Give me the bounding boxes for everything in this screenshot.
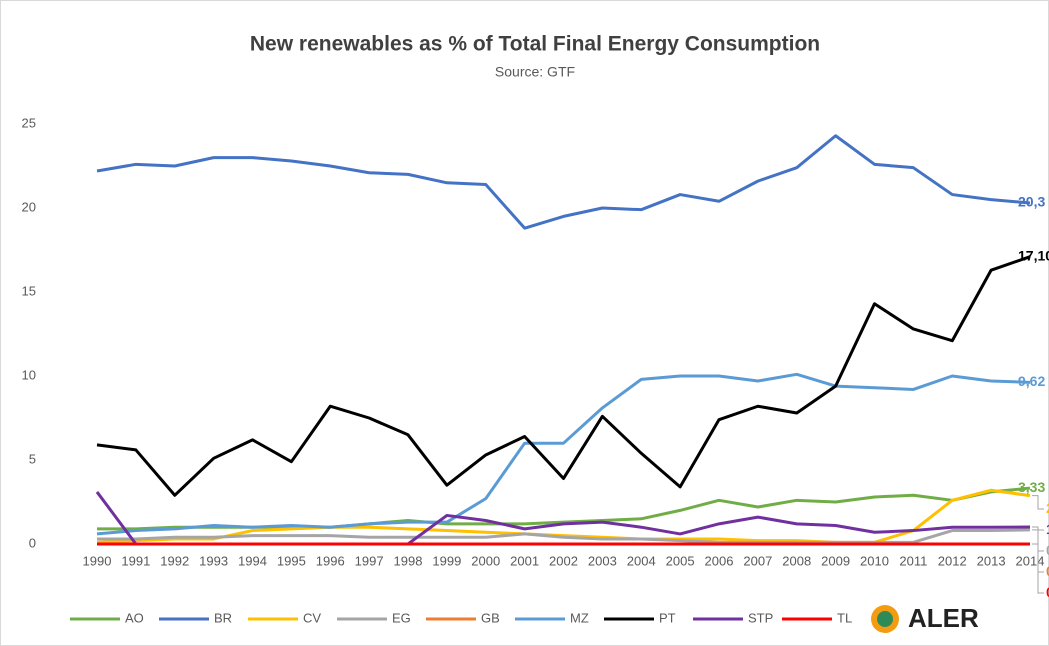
legend-label: STP bbox=[748, 610, 773, 625]
x-tick-label: 2004 bbox=[627, 553, 656, 568]
legend-label: PT bbox=[659, 610, 676, 625]
x-tick-label: 1992 bbox=[160, 553, 189, 568]
data-label: 0 bbox=[1046, 563, 1049, 579]
x-tick-label: 1990 bbox=[83, 553, 112, 568]
x-tick-label: 2001 bbox=[510, 553, 539, 568]
x-tick-label: 1995 bbox=[277, 553, 306, 568]
x-tick-label: 2012 bbox=[938, 553, 967, 568]
data-label: 0 bbox=[1046, 584, 1049, 600]
x-tick-label: 1994 bbox=[238, 553, 267, 568]
legend-label: BR bbox=[214, 610, 232, 625]
logo-icon-inner bbox=[877, 611, 893, 627]
legend-label: MZ bbox=[570, 610, 589, 625]
legend-label: TL bbox=[837, 610, 852, 625]
x-tick-label: 2014 bbox=[1016, 553, 1045, 568]
logo-text: ALER bbox=[908, 603, 979, 633]
series-line bbox=[96, 372, 1031, 536]
x-tick-label: 2011 bbox=[899, 553, 927, 568]
x-tick-label: 1999 bbox=[432, 553, 461, 568]
label-leader bbox=[1032, 495, 1044, 510]
chart-title: New renewables as % of Total Final Energ… bbox=[250, 33, 820, 56]
label-leader bbox=[1032, 529, 1044, 552]
x-tick-label: 2003 bbox=[588, 553, 617, 568]
series-line bbox=[96, 255, 1031, 497]
label-leader bbox=[1032, 543, 1044, 594]
chart-subtitle: Source: GTF bbox=[495, 64, 575, 80]
data-label: 0,84 bbox=[1046, 542, 1049, 558]
data-label: 1,01 bbox=[1046, 521, 1049, 537]
x-tick-label: 2013 bbox=[977, 553, 1006, 568]
x-tick-label: 2002 bbox=[549, 553, 578, 568]
x-tick-label: 2000 bbox=[471, 553, 500, 568]
data-label: 20,3 bbox=[1018, 194, 1045, 210]
x-tick-label: 2010 bbox=[860, 553, 889, 568]
x-tick-label: 2009 bbox=[821, 553, 850, 568]
legend-label: AO bbox=[125, 610, 144, 625]
data-label: 17,10 bbox=[1018, 247, 1049, 263]
legend-label: GB bbox=[481, 610, 500, 625]
series-line bbox=[97, 528, 1031, 544]
y-tick-label: 25 bbox=[22, 115, 36, 130]
x-tick-label: 1997 bbox=[355, 553, 384, 568]
data-label: 3,33 bbox=[1018, 479, 1045, 495]
y-tick-label: 15 bbox=[22, 283, 36, 298]
series-line bbox=[96, 134, 1031, 230]
y-tick-label: 0 bbox=[29, 535, 36, 550]
logo: ALER bbox=[871, 603, 979, 633]
data-label: 9,62 bbox=[1018, 373, 1045, 389]
label-leader bbox=[1032, 526, 1044, 531]
x-tick-label: 2006 bbox=[705, 553, 734, 568]
x-tick-label: 1996 bbox=[316, 553, 345, 568]
x-tick-label: 1998 bbox=[394, 553, 423, 568]
y-tick-label: 10 bbox=[22, 367, 36, 382]
legend-label: CV bbox=[303, 610, 321, 625]
x-tick-label: 1993 bbox=[199, 553, 228, 568]
data-label: 2,88 bbox=[1046, 500, 1049, 516]
legend-label: EG bbox=[392, 610, 411, 625]
x-tick-label: 1991 bbox=[121, 553, 150, 568]
y-tick-label: 5 bbox=[29, 451, 36, 466]
x-tick-label: 2007 bbox=[743, 553, 772, 568]
x-tick-label: 2005 bbox=[666, 553, 695, 568]
x-tick-label: 2008 bbox=[782, 553, 811, 568]
y-tick-label: 20 bbox=[22, 199, 36, 214]
